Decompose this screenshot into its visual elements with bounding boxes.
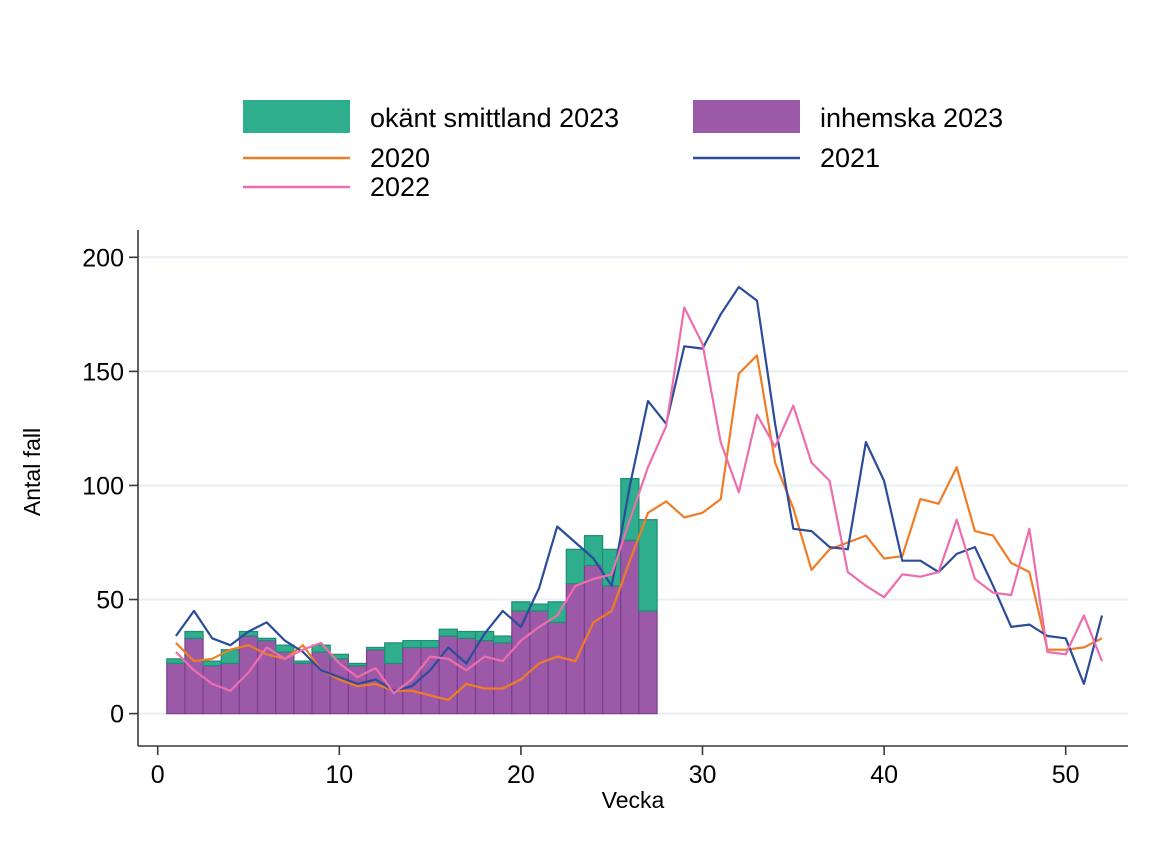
bar-inhemska-week-3 [202,665,222,715]
y-tick-label-50: 50 [96,587,124,615]
bar-inhemska-week-25 [602,585,622,715]
legend-swatch-okant-smittland [243,100,350,133]
legend-swatch-inhemska [693,100,800,133]
legend-label-okant-smittland: okänt smittland 2023 [370,103,619,133]
y-tick-label-100: 100 [82,472,124,500]
x-axis-title: Vecka [602,787,665,813]
line-series [175,285,1104,702]
bar-okant-smittland-week-7 [275,644,295,653]
bar-okant-smittland-week-19 [493,635,513,644]
legend: okänt smittland 2023 inhemska 2023 2020 … [243,100,1003,202]
x-tick-label-0: 0 [151,761,165,789]
legend-label-inhemska: inhemska 2023 [820,103,1003,133]
x-tick-label-40: 40 [870,761,898,789]
line-2022 [175,306,1104,695]
x-tick-label-30: 30 [689,761,717,789]
bar-inhemska-week-24 [583,564,604,715]
x-tick-label-20: 20 [507,761,535,789]
bar-okant-smittland-week-23 [565,548,586,585]
bar-okant-smittland-week-8 [293,660,313,665]
line-2021 [175,285,1104,692]
x-tick-label-50: 50 [1052,761,1080,789]
bar-okant-smittland-week-21 [529,603,549,612]
bar-okant-smittland-week-15 [420,639,440,649]
legend-label-2020: 2020 [370,143,430,173]
bar-okant-smittland-week-10 [329,653,349,660]
bar-okant-smittland-week-17 [456,630,477,639]
y-axis-title: Antal fall [19,428,45,516]
bar-okant-smittland-week-6 [256,637,277,642]
bar-okant-smittland-week-16 [438,628,458,637]
bar-inhemska-week-8 [293,662,313,715]
y-tick-label-0: 0 [110,701,124,729]
bar-inhemska-week-27 [638,610,658,715]
bar-okant-smittland-week-13 [384,642,404,665]
legend-label-2022: 2022 [370,172,430,202]
bar-inhemska-week-7 [275,651,295,715]
x-tick-label-10: 10 [325,761,353,789]
tick-labels: 0 10 20 30 40 50 0 50 100 150 200 [82,244,1079,789]
bar-okant-smittland-week-24 [583,535,604,566]
bar-okant-smittland-week-3 [202,660,222,667]
axes [129,230,1128,755]
bar-inhemska-week-26 [620,539,640,715]
bar-okant-smittland-week-27 [638,519,658,612]
legend-label-2021: 2021 [820,143,880,173]
bar-inhemska-week-22 [547,621,567,715]
y-tick-label-150: 150 [82,358,124,386]
bar-okant-smittland-week-26 [620,478,640,541]
bar-inhemska-week-17 [456,637,477,715]
bar-okant-smittland-week-11 [347,662,368,667]
y-tick-label-200: 200 [82,244,124,272]
bar-okant-smittland-week-9 [311,644,331,653]
bar-okant-smittland-week-14 [402,639,422,649]
bar-okant-smittland-week-2 [184,630,204,639]
bar-okant-smittland-week-12 [365,646,386,651]
bar-inhemska-week-18 [474,639,495,715]
bar-okant-smittland-week-20 [511,601,531,612]
bar-inhemska-week-1 [166,662,186,715]
